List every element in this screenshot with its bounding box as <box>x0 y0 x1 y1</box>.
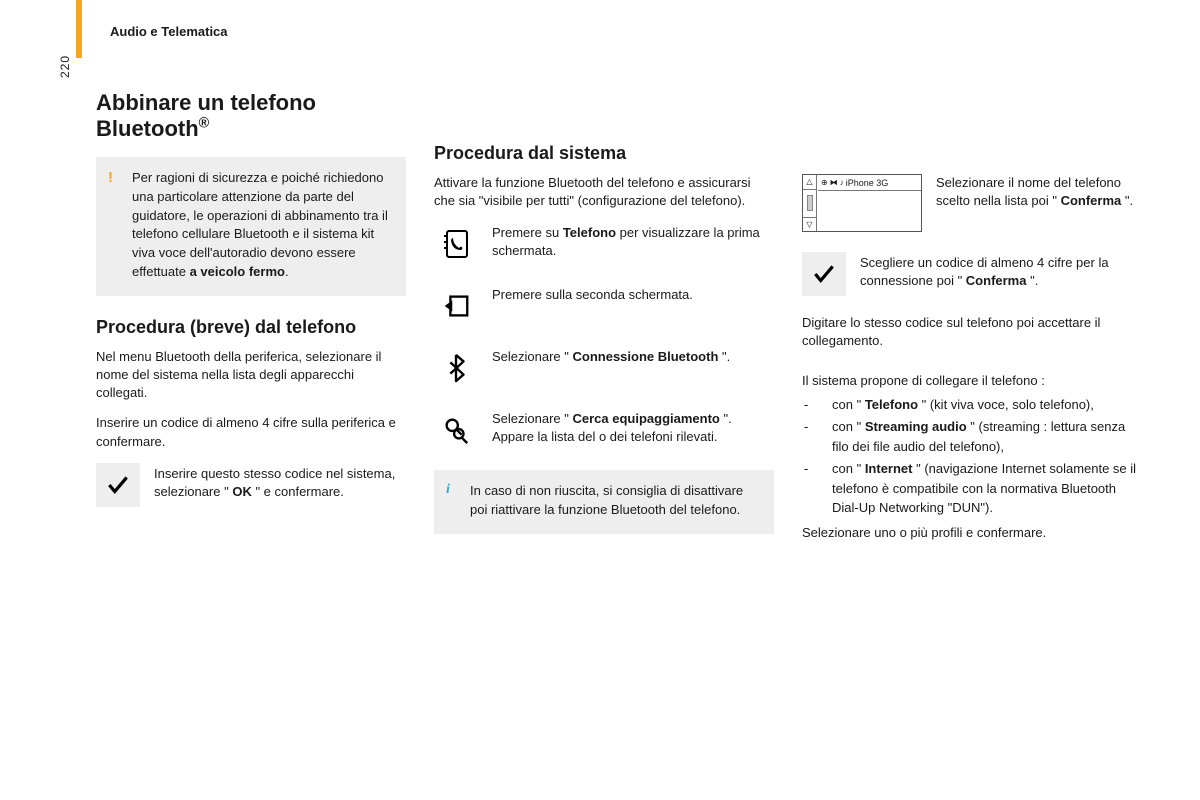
page-tab <box>76 0 82 58</box>
check-row-text-2: Scegliere un codice di almeno 4 cifre pe… <box>860 252 1142 290</box>
li2b: Internet <box>865 461 913 476</box>
arrow-up-icon: △ <box>803 175 816 190</box>
step2-row: Premere sulla seconda schermata. <box>434 284 774 328</box>
step2-text: Premere sulla seconda schermata. <box>492 284 774 304</box>
step1-row: Premere su Telefono per visualizzare la … <box>434 222 774 266</box>
section-title-phone-proc: Procedura (breve) dal telefono <box>96 318 406 338</box>
column-middle: Procedura dal sistema Attivare la funzio… <box>434 90 774 554</box>
check-row-col1: Inserire questo stesso codice nel sistem… <box>96 463 406 507</box>
check-icon <box>811 261 837 287</box>
phonebook-icon <box>440 228 472 260</box>
warning-bold: a veicolo fermo <box>190 264 285 279</box>
list-item: con " Telefono " (kit viva voce, solo te… <box>802 395 1142 415</box>
drpost: ". <box>1121 193 1133 208</box>
warning-pre: Per ragioni di sicurezza e poiché richie… <box>132 170 388 279</box>
check-row-col3: Scegliere un codice di almeno 4 cifre pe… <box>802 252 1142 296</box>
li0post: " (kit viva voce, solo telefono), <box>918 397 1094 412</box>
warning-text: Per ragioni di sicurezza e poiché richie… <box>132 169 392 282</box>
screen-icon-cell <box>434 284 478 328</box>
list-item: con " Internet " (navigazione Internet s… <box>802 459 1142 518</box>
column-right: △ ▽ ⊕ ⧓ ♪ iPhone 3G Selezionare il nome … <box>802 90 1142 554</box>
s3pre: Selezionare " <box>492 349 573 364</box>
cr-post: " e confermare. <box>252 484 344 499</box>
page-header: Audio e Telematica <box>110 24 228 39</box>
s3b: Connessione Bluetooth <box>573 349 719 364</box>
search-icon-cell <box>434 408 478 452</box>
column-left: Abbinare un telefono Bluetooth® ! Per ra… <box>96 90 406 554</box>
scrollbar-thumb <box>807 195 813 211</box>
cr3post: ". <box>1026 273 1038 288</box>
device-row-text: Selezionare il nome del telefono scelto … <box>936 174 1142 232</box>
step4-row: Selezionare " Cerca equipaggiamento ". A… <box>434 408 774 452</box>
info-box: i In caso di non riuscita, si consiglia … <box>434 470 774 534</box>
device-screen-mock: △ ▽ ⊕ ⧓ ♪ iPhone 3G <box>802 174 922 232</box>
step3-row: Selezionare " Connessione Bluetooth ". <box>434 346 774 390</box>
bluetooth-icon <box>443 353 469 383</box>
warning-box: ! Per ragioni di sicurezza e poiché rich… <box>96 157 406 296</box>
warning-icon: ! <box>108 167 113 189</box>
list-item: con " Streaming audio " (streaming : let… <box>802 417 1142 456</box>
check-row-text: Inserire questo stesso codice nel sistem… <box>154 463 406 501</box>
col1-p2: Inserire un codice di almeno 4 cifre sul… <box>96 414 406 450</box>
check-icon-box <box>96 463 140 507</box>
li1b: Streaming audio <box>865 419 967 434</box>
title-text: Abbinare un telefono Bluetooth® <box>96 90 316 141</box>
page-number: 220 <box>58 55 72 78</box>
main-title: Abbinare un telefono Bluetooth® <box>96 90 406 141</box>
s1pre: Premere su <box>492 225 563 240</box>
device-row: △ ▽ ⊕ ⧓ ♪ iPhone 3G Selezionare il nome … <box>802 174 1142 232</box>
profile-list: con " Telefono " (kit viva voce, solo te… <box>802 395 1142 518</box>
step4-text: Selezionare " Cerca equipaggiamento ". A… <box>492 408 774 446</box>
s4b: Cerca equipaggiamento <box>573 411 720 426</box>
check-icon <box>105 472 131 498</box>
col3-p3: Selezionare uno o più profili e conferma… <box>802 524 1142 542</box>
s1b: Telefono <box>563 225 616 240</box>
col2-p1: Attivare la funzione Bluetooth del telef… <box>434 174 774 210</box>
cr3b: Conferma <box>966 273 1027 288</box>
col1-p1: Nel menu Bluetooth della periferica, sel… <box>96 348 406 403</box>
content-area: Abbinare un telefono Bluetooth® ! Per ra… <box>96 90 1156 554</box>
globe-icon: ⊕ <box>821 178 828 187</box>
step3-text: Selezionare " Connessione Bluetooth ". <box>492 346 774 366</box>
music-small-icon: ♪ <box>840 178 844 187</box>
li0pre: con " <box>832 397 865 412</box>
device-label: iPhone 3G <box>846 178 889 188</box>
check-icon-box-2 <box>802 252 846 296</box>
warning-post: . <box>285 264 289 279</box>
info-icon: i <box>446 480 450 500</box>
col3-p2: Il sistema propone di collegare il telef… <box>802 372 1142 390</box>
cr-bold: OK <box>232 484 252 499</box>
info-text: In caso di non riuscita, si consiglia di… <box>470 482 760 520</box>
scrollbar-track <box>803 190 816 218</box>
drb: Conferma <box>1061 193 1122 208</box>
s4pre: Selezionare " <box>492 411 573 426</box>
li1pre: con " <box>832 419 865 434</box>
li0b: Telefono <box>865 397 918 412</box>
search-icon <box>441 415 471 445</box>
section-title-system-proc: Procedura dal sistema <box>434 144 774 164</box>
bluetooth-icon-cell <box>434 346 478 390</box>
s4line2: Appare la lista del o dei telefoni rilev… <box>492 429 717 444</box>
phone-icon-cell <box>434 222 478 266</box>
step1-text: Premere su Telefono per visualizzare la … <box>492 222 774 260</box>
bt-small-icon: ⧓ <box>830 178 838 187</box>
second-screen-icon <box>441 291 471 321</box>
col3-p1: Digitare lo stesso codice sul telefono p… <box>802 314 1142 350</box>
s3post: ". <box>718 349 730 364</box>
arrow-down-icon: ▽ <box>803 218 816 232</box>
s4post: ". <box>720 411 732 426</box>
li2pre: con " <box>832 461 865 476</box>
